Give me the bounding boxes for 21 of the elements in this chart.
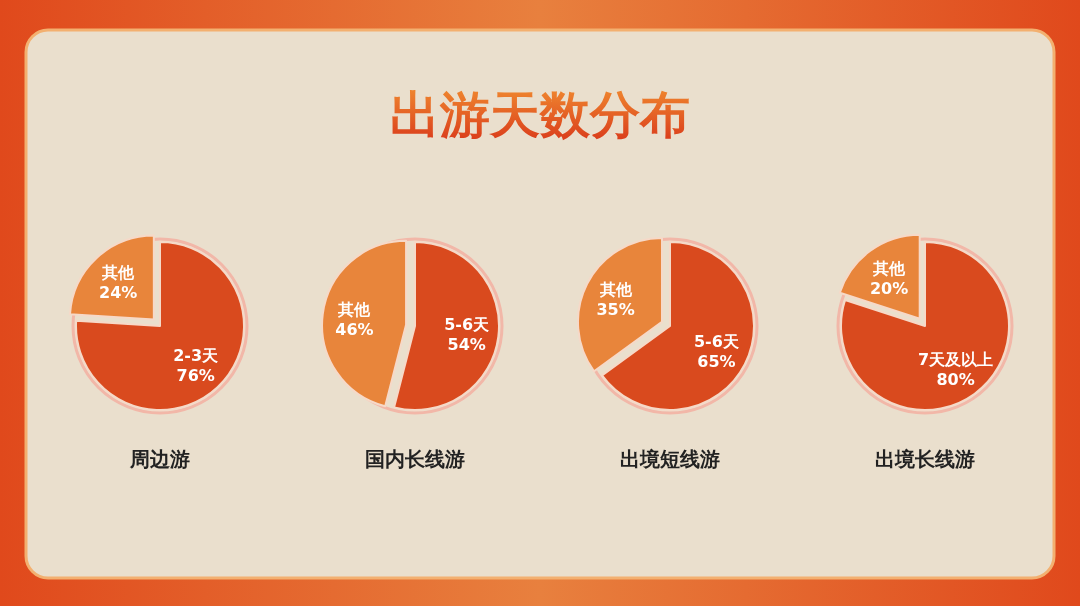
data-label: 35% <box>596 300 635 320</box>
data-label: 54% <box>447 334 486 354</box>
data-label: 65% <box>697 351 736 371</box>
data-label: 76% <box>176 365 215 385</box>
text: 国内长线游 <box>365 447 465 471</box>
data-label: 80% <box>936 370 975 390</box>
slice-label: 其他 <box>101 263 136 283</box>
slice-label: 5-6天 <box>693 331 740 351</box>
slice-label: 其他 <box>872 258 907 278</box>
data-label: 46% <box>335 320 374 340</box>
text: 出境短线游 <box>620 447 720 471</box>
data-label: 20% <box>869 278 909 298</box>
slice-label: 7天及以上 <box>918 350 994 370</box>
slice-label: 其他 <box>337 300 372 320</box>
text: 出游天数分布 <box>390 86 690 144</box>
slice-label: 5-6天 <box>444 314 491 334</box>
slice-label: 其他 <box>598 280 633 300</box>
slice-label: 2-3天 <box>173 345 220 365</box>
data-label: 24% <box>99 283 138 303</box>
text: 出境长线游 <box>875 447 975 471</box>
text: 周边游 <box>129 447 190 471</box>
